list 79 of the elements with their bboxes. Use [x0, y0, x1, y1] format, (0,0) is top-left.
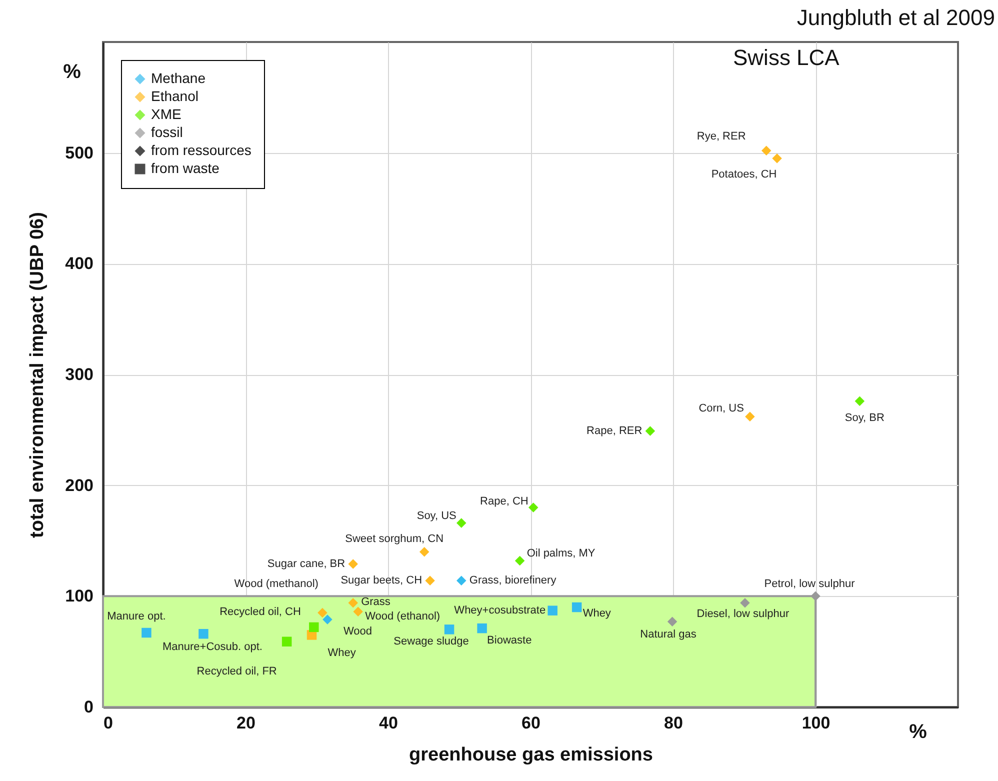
point — [477, 623, 487, 634]
annotation: Whey — [582, 607, 612, 620]
point — [348, 598, 358, 608]
legend-label: from ressources — [151, 142, 252, 158]
annotation: Soy, US — [416, 510, 456, 522]
text: % — [63, 61, 82, 83]
point — [425, 576, 435, 586]
point — [810, 591, 820, 602]
annotation: Sugar cane, BR — [267, 558, 346, 570]
y-tick-label: 400 — [65, 254, 94, 274]
annotation: Rape, CH — [480, 496, 528, 508]
y-tick-label: 300 — [65, 365, 94, 384]
y-tick-label: 0 — [84, 698, 94, 716]
annotation: Oil palms, MY — [526, 548, 596, 560]
annotation: Manure+Cosub. opt. — [162, 640, 262, 653]
annotation: Potatoes, CH — [711, 168, 777, 180]
point — [309, 622, 319, 632]
point — [740, 598, 750, 608]
annotation: Biowaste — [487, 634, 532, 646]
y-tick-label: 200 — [65, 476, 94, 495]
point — [745, 412, 755, 422]
annotation: Wood (methanol) — [234, 578, 318, 590]
point — [419, 546, 430, 557]
annotation: Wood — [343, 625, 372, 638]
point — [142, 628, 152, 638]
x-tick-label: 100 — [802, 714, 830, 732]
point — [318, 608, 328, 618]
x-tick-label: 40 — [379, 714, 398, 732]
point — [772, 154, 782, 164]
x-tick-label: 80 — [664, 714, 683, 732]
annotation: Recycled oil, CH — [220, 606, 301, 618]
point — [761, 146, 772, 156]
annotation: Grass, biorefinery — [469, 574, 557, 587]
point — [282, 636, 292, 646]
legend-label: Ethanol — [151, 88, 198, 104]
point — [854, 396, 865, 406]
annotation: Recycled oil, FR — [196, 666, 277, 678]
x-tick-label: 20 — [236, 714, 256, 732]
annotation: Swiss LCA — [733, 45, 840, 70]
x-tick-label: 60 — [522, 714, 540, 732]
legend-label: Methane — [151, 70, 206, 86]
annotation: Soy, BR — [844, 412, 884, 424]
point — [456, 576, 466, 586]
annotation: Rye, RER — [696, 130, 746, 143]
x-axis-title: greenhouse gas emissions — [409, 744, 653, 766]
annotation: Natural gas — [640, 628, 697, 641]
annotation: Diesel, low sulphur — [696, 608, 790, 620]
legend-label: from waste — [151, 160, 220, 176]
annotation: Rape, RER — [586, 425, 642, 438]
legend-label: XME — [151, 106, 182, 122]
point — [198, 628, 208, 639]
point — [667, 616, 678, 627]
point — [348, 559, 358, 569]
text: % — [909, 721, 928, 743]
point — [353, 606, 363, 617]
annotation: Sweet sorghum, CN — [345, 532, 444, 545]
point — [444, 624, 454, 634]
point — [514, 556, 525, 566]
annotation: Petrol, low sulphur — [764, 578, 856, 590]
point — [322, 614, 332, 624]
annotation: Whey — [328, 646, 356, 659]
annotation: Sugar beets, CH — [340, 574, 422, 587]
annotation: Sewage sludge — [394, 635, 469, 648]
x-tick-label: 0 — [104, 714, 113, 732]
annotation: Whey+cosubstrate — [454, 604, 546, 617]
text: Jungbluth et al 2009 — [796, 5, 995, 30]
y-axis-title: total environmental impact (UBP 06) — [27, 212, 48, 538]
y-tick-label: 500 — [65, 143, 94, 162]
point — [572, 602, 582, 612]
point — [528, 502, 538, 512]
annotation: Manure opt. — [107, 610, 166, 623]
legend-label: fossil — [151, 124, 183, 140]
point — [548, 606, 558, 616]
annotation: Corn, US — [698, 402, 744, 415]
point — [645, 426, 656, 436]
y-tick-label: 100 — [65, 586, 94, 606]
annotation: Wood (ethanol) — [365, 610, 440, 623]
annotation: Grass — [361, 596, 391, 608]
point — [456, 518, 466, 528]
